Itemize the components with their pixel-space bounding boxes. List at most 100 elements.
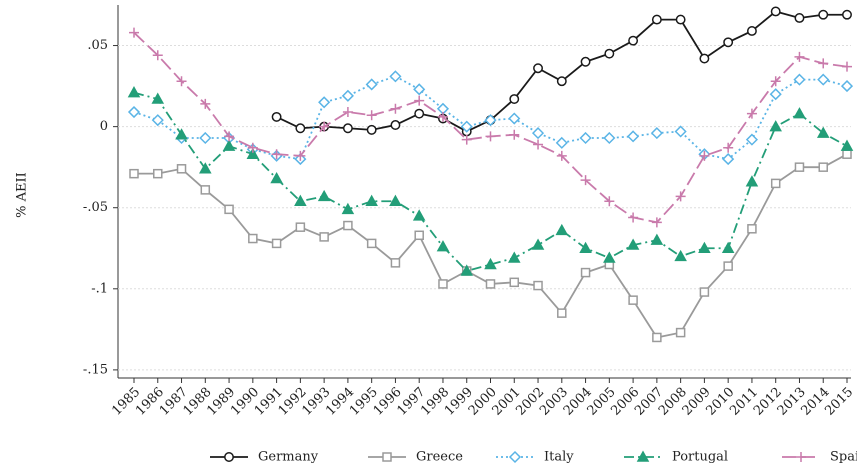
marker xyxy=(341,202,355,215)
marker xyxy=(438,279,448,289)
marker xyxy=(746,108,757,119)
marker xyxy=(343,220,353,231)
marker xyxy=(366,124,377,135)
marker xyxy=(533,139,544,150)
marker xyxy=(556,76,567,87)
marker xyxy=(842,61,852,72)
marker xyxy=(341,89,354,102)
marker xyxy=(271,238,282,249)
marker xyxy=(650,127,663,140)
marker xyxy=(745,133,758,146)
marker xyxy=(412,209,426,221)
y-tick-label: -.05 xyxy=(83,200,108,215)
marker xyxy=(555,223,569,236)
marker xyxy=(533,63,543,74)
marker xyxy=(675,14,686,25)
marker xyxy=(579,131,592,145)
marker xyxy=(770,6,781,17)
legend-item: Portugal xyxy=(624,450,728,465)
marker xyxy=(461,134,472,145)
marker xyxy=(199,162,212,174)
marker xyxy=(224,131,235,142)
marker xyxy=(723,261,733,271)
marker xyxy=(365,78,378,91)
marker xyxy=(318,96,331,109)
marker xyxy=(176,76,187,87)
series xyxy=(127,86,854,276)
legend-label: Spain xyxy=(830,450,857,465)
marker xyxy=(769,88,782,101)
y-tick-label: -.1 xyxy=(91,281,108,296)
series xyxy=(271,6,852,137)
marker xyxy=(413,83,426,96)
marker xyxy=(152,50,163,61)
marker xyxy=(485,131,496,142)
marker xyxy=(628,212,639,223)
marker xyxy=(389,194,402,206)
legend-marker xyxy=(636,450,650,462)
marker xyxy=(319,232,329,242)
marker xyxy=(533,280,543,291)
legend-item: Italy xyxy=(496,450,574,465)
marker xyxy=(770,76,781,87)
marker xyxy=(295,222,306,232)
marker xyxy=(580,175,591,186)
marker xyxy=(294,194,307,206)
marker xyxy=(603,251,616,263)
marker xyxy=(604,48,615,59)
marker xyxy=(224,204,234,215)
marker xyxy=(247,142,258,153)
marker xyxy=(295,150,306,161)
y-axis-label: % AEII xyxy=(15,172,30,218)
legend-label: Portugal xyxy=(672,450,728,465)
marker xyxy=(366,110,377,121)
marker xyxy=(390,258,401,268)
marker xyxy=(460,120,473,133)
legend-marker xyxy=(224,452,234,462)
marker xyxy=(650,233,664,245)
marker xyxy=(531,127,545,140)
marker xyxy=(818,9,829,20)
marker xyxy=(365,194,378,206)
marker xyxy=(675,191,686,202)
marker xyxy=(675,327,686,338)
legend-marker xyxy=(382,452,392,462)
marker xyxy=(129,27,139,38)
marker xyxy=(747,224,757,234)
marker xyxy=(153,168,163,179)
marker xyxy=(222,139,236,151)
marker xyxy=(248,233,258,244)
marker xyxy=(794,162,805,172)
legend-label: Germany xyxy=(258,450,319,465)
marker xyxy=(509,129,520,140)
marker xyxy=(699,287,710,297)
legend-item: Germany xyxy=(210,450,319,465)
marker xyxy=(390,120,401,130)
marker xyxy=(699,150,710,161)
marker xyxy=(295,123,306,134)
marker xyxy=(555,136,568,149)
marker xyxy=(151,114,164,127)
marker xyxy=(127,105,141,119)
marker xyxy=(509,277,520,288)
marker xyxy=(580,267,591,278)
legend-label: Greece xyxy=(416,450,463,465)
marker xyxy=(723,142,734,153)
marker xyxy=(389,70,402,83)
marker xyxy=(129,168,139,179)
marker xyxy=(271,149,282,160)
y-tick-label: 0 xyxy=(100,119,108,134)
marker xyxy=(746,25,757,36)
marker xyxy=(816,126,830,138)
marker xyxy=(437,111,448,122)
marker xyxy=(603,131,616,145)
marker xyxy=(794,13,805,23)
marker xyxy=(628,295,638,305)
y-tick-label: -.15 xyxy=(83,362,108,377)
marker xyxy=(270,171,283,184)
marker xyxy=(604,196,615,207)
marker xyxy=(342,123,353,134)
marker xyxy=(151,92,165,104)
marker xyxy=(507,251,521,263)
